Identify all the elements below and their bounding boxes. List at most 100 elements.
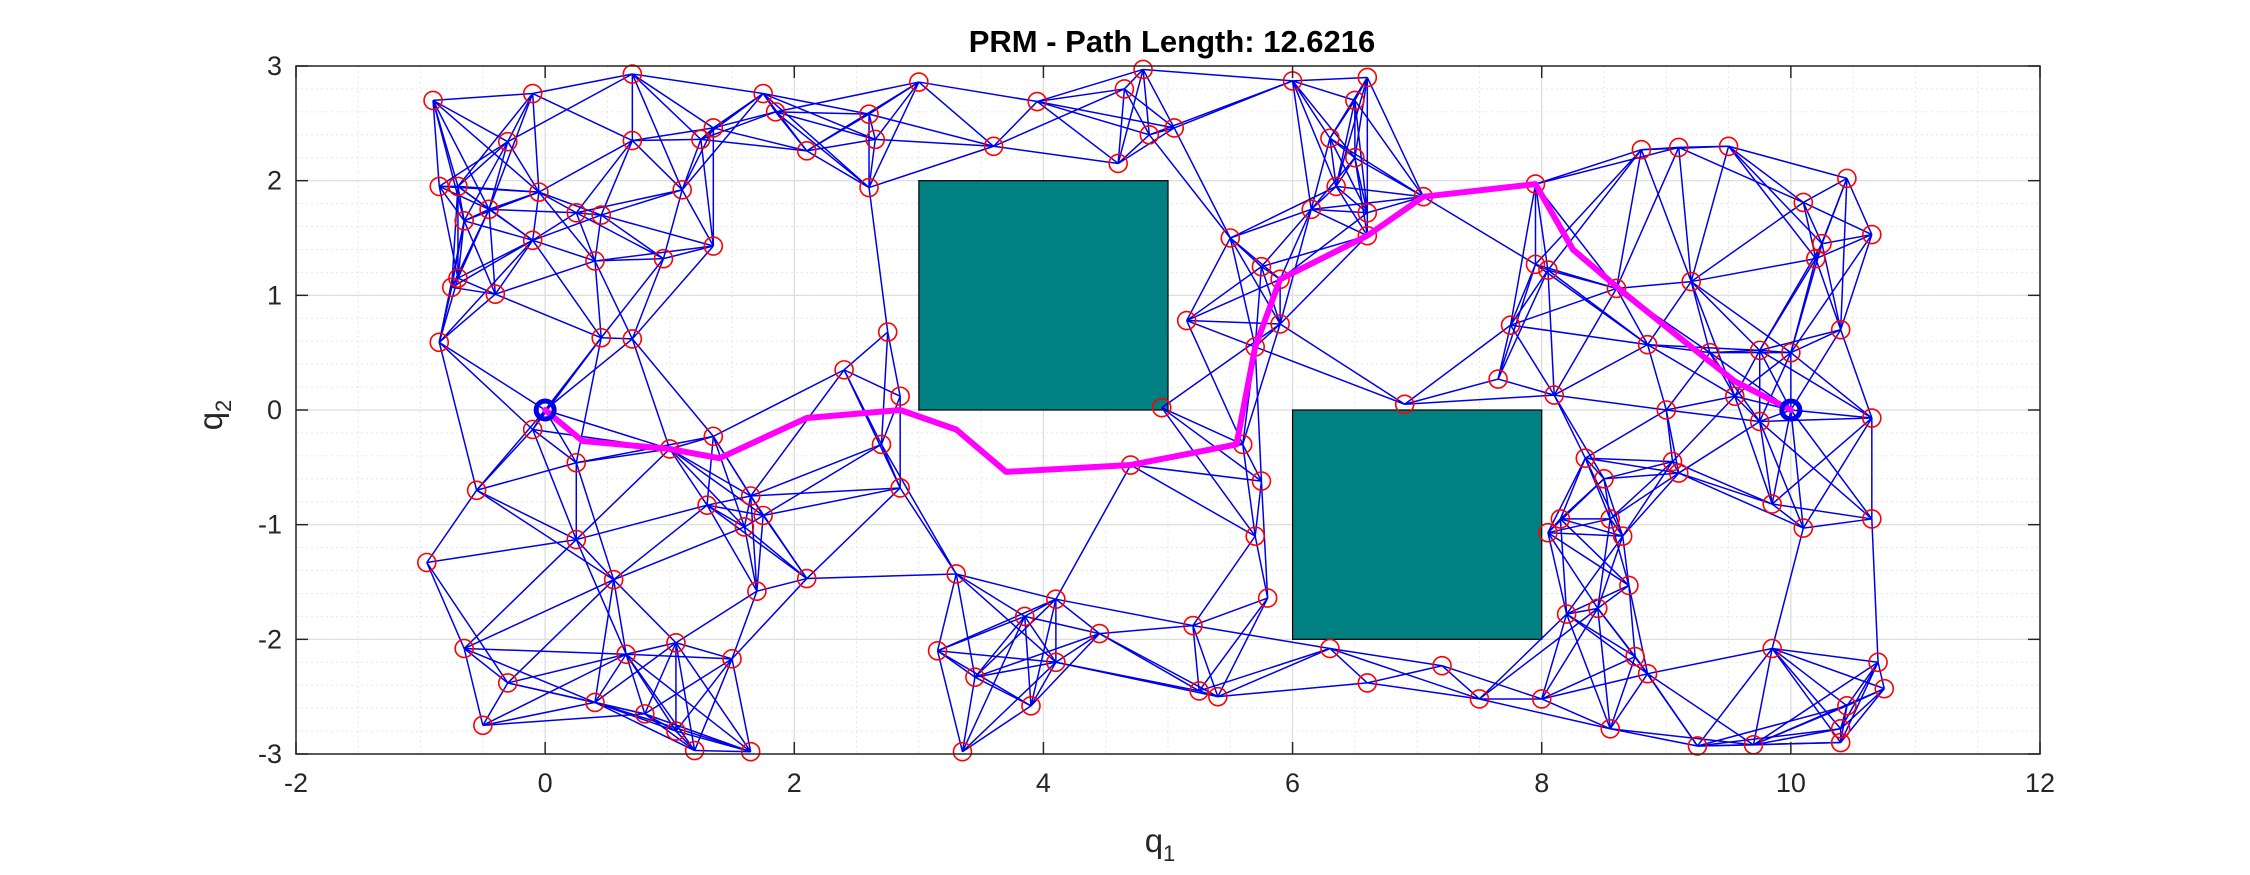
roadmap-edge xyxy=(438,341,546,411)
roadmap-node xyxy=(1301,199,1322,220)
roadmap-edge xyxy=(544,409,670,450)
roadmap-edge xyxy=(1422,196,1536,266)
roadmap-edge xyxy=(463,220,497,295)
roadmap-edge xyxy=(843,369,901,397)
roadmap-edge xyxy=(1759,409,1792,423)
roadmap-edge xyxy=(1759,420,1873,520)
roadmap-edge xyxy=(1260,481,1269,599)
roadmap-edge xyxy=(750,369,845,497)
roadmap-node xyxy=(1862,509,1882,529)
roadmap-node xyxy=(1718,136,1739,157)
roadmap-edge xyxy=(544,338,633,411)
roadmap-node xyxy=(1612,526,1633,546)
roadmap-edge xyxy=(731,578,808,660)
roadmap-edge xyxy=(1666,395,1735,411)
roadmap-edge xyxy=(731,658,752,752)
roadmap-edge xyxy=(457,93,534,187)
roadmap-node xyxy=(1027,91,1047,112)
roadmap-edge xyxy=(868,113,876,140)
roadmap-node xyxy=(1525,254,1546,275)
roadmap-edge xyxy=(1690,281,1711,353)
roadmap-edge xyxy=(1366,77,1425,198)
roadmap-edge xyxy=(1534,183,1618,289)
roadmap-edge xyxy=(1217,597,1269,698)
roadmap-node xyxy=(946,564,967,584)
roadmap-edge xyxy=(594,701,751,753)
roadmap-edge xyxy=(1099,632,1219,698)
roadmap-edge xyxy=(1229,237,1281,280)
roadmap-edge xyxy=(1585,457,1679,474)
roadmap-node xyxy=(834,360,854,380)
roadmap-edge xyxy=(1186,278,1281,322)
roadmap-edge xyxy=(476,489,615,581)
chart-title: PRM - Path Length: 12.6216 xyxy=(969,24,1376,59)
roadmap-edge xyxy=(1534,183,1549,271)
roadmap-edge xyxy=(1547,531,1623,537)
goal-marker xyxy=(1779,398,1803,422)
roadmap-edge xyxy=(743,526,758,592)
roadmap-edge xyxy=(1603,472,1679,480)
roadmap-edge xyxy=(1161,407,1262,482)
roadmap-edge xyxy=(625,653,752,753)
roadmap-edge xyxy=(936,573,957,651)
roadmap-node xyxy=(1762,494,1782,514)
roadmap-node xyxy=(965,667,985,687)
x-tick-label: 0 xyxy=(538,768,553,798)
roadmap-edge xyxy=(644,642,677,715)
roadmap-edge xyxy=(1821,178,1848,245)
start-goal-markers xyxy=(533,398,1803,422)
roadmap-node xyxy=(1046,652,1066,673)
roadmap-edge xyxy=(426,489,478,563)
roadmap-edge xyxy=(532,239,602,339)
roadmap-edge xyxy=(631,140,683,191)
y-axis-label-text: q xyxy=(192,412,229,430)
roadmap-node xyxy=(1656,400,1677,420)
roadmap-edge xyxy=(1509,183,1537,326)
roadmap-edge xyxy=(706,504,808,580)
roadmap-edge xyxy=(1840,661,1879,743)
roadmap-edge xyxy=(868,187,889,333)
roadmap-node xyxy=(522,419,543,440)
roadmap-edge xyxy=(1055,464,1132,600)
roadmap-edge xyxy=(532,239,596,262)
roadmap-node xyxy=(859,104,879,124)
roadmap-edge xyxy=(1672,460,1773,505)
roadmap-edge xyxy=(601,337,633,340)
roadmap-node xyxy=(522,230,543,251)
roadmap-edge xyxy=(1186,237,1231,321)
roadmap-node xyxy=(1189,681,1209,701)
roadmap-node xyxy=(1164,118,1185,138)
roadmap-edge xyxy=(426,562,465,649)
roadmap-edge xyxy=(482,653,627,727)
roadmap-node xyxy=(1781,342,1801,363)
y-tick-label: -3 xyxy=(258,739,282,769)
start-marker xyxy=(533,398,557,422)
roadmap-edge xyxy=(1610,728,1754,746)
roadmap-edge xyxy=(1565,613,1611,730)
roadmap-edge xyxy=(806,573,957,580)
roadmap-node xyxy=(1394,394,1415,415)
roadmap-node xyxy=(603,569,624,590)
roadmap-edge xyxy=(1839,178,1848,330)
roadmap-edge xyxy=(1279,212,1368,280)
roadmap-edge xyxy=(600,258,665,339)
roadmap-node xyxy=(1830,718,1851,739)
roadmap-edge xyxy=(631,338,671,450)
roadmap-edge xyxy=(457,141,509,187)
roadmap-node xyxy=(1637,663,1658,684)
roadmap-node xyxy=(1139,125,1160,145)
roadmap-edge xyxy=(1759,349,1791,354)
roadmap-edge xyxy=(1123,88,1175,129)
roadmap-node xyxy=(765,102,786,122)
roadmap-edge xyxy=(1628,585,1636,657)
roadmap-edge xyxy=(538,191,596,262)
roadmap-edge xyxy=(426,562,509,684)
roadmap-node xyxy=(890,386,910,407)
roadmap-node xyxy=(585,251,605,271)
roadmap-node xyxy=(1868,652,1888,673)
y-tick-label: 3 xyxy=(267,51,282,81)
roadmap-edge xyxy=(1646,281,1692,346)
roadmap-edge xyxy=(482,713,645,727)
roadmap-node xyxy=(877,322,898,342)
roadmap-edge xyxy=(961,616,1026,753)
